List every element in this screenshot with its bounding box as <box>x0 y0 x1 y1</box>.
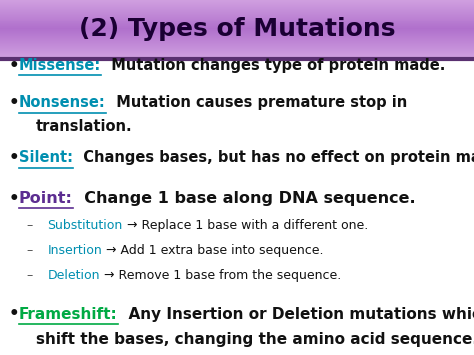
Bar <box>0 6 474 7</box>
Text: •: • <box>9 94 19 112</box>
Text: → Add 1 extra base into sequence.: → Add 1 extra base into sequence. <box>102 244 324 257</box>
Text: Changes bases, but has no effect on protein made.: Changes bases, but has no effect on prot… <box>73 151 474 165</box>
Text: –: – <box>26 219 32 232</box>
Bar <box>0 7 474 8</box>
Bar <box>0 38 474 39</box>
Bar <box>0 9 474 10</box>
Bar <box>0 47 474 48</box>
Bar <box>0 51 474 52</box>
Bar <box>0 52 474 53</box>
Bar <box>0 0 474 1</box>
Bar <box>0 31 474 32</box>
Bar <box>0 56 474 58</box>
Text: •: • <box>9 57 19 75</box>
Bar <box>0 4 474 5</box>
Bar <box>0 24 474 25</box>
Bar <box>0 42 474 43</box>
Bar <box>0 28 474 29</box>
Bar <box>0 25 474 26</box>
Text: Substitution: Substitution <box>47 219 123 232</box>
Bar <box>0 18 474 20</box>
Bar <box>0 40 474 41</box>
Bar <box>0 44 474 45</box>
Text: → Remove 1 base from the sequence.: → Remove 1 base from the sequence. <box>100 269 341 282</box>
Bar <box>0 15 474 16</box>
Bar <box>0 37 474 38</box>
Bar <box>0 33 474 34</box>
Bar <box>0 27 474 28</box>
Bar <box>0 41 474 42</box>
Bar <box>0 49 474 50</box>
Text: Change 1 base along DNA sequence.: Change 1 base along DNA sequence. <box>73 191 415 206</box>
Bar <box>0 1 474 2</box>
Text: Mutation changes type of protein made.: Mutation changes type of protein made. <box>101 58 446 73</box>
Bar <box>0 58 474 59</box>
Bar <box>0 23 474 24</box>
Bar <box>0 12 474 13</box>
Bar <box>0 2 474 3</box>
Bar <box>0 22 474 23</box>
Bar <box>0 10 474 11</box>
Bar <box>0 43 474 44</box>
Bar <box>0 35 474 36</box>
Bar <box>0 3 474 4</box>
Bar <box>0 13 474 15</box>
Bar <box>0 26 474 27</box>
Bar <box>0 20 474 21</box>
Text: Insertion: Insertion <box>47 244 102 257</box>
Text: •: • <box>9 190 19 208</box>
Bar <box>0 46 474 47</box>
Bar <box>0 16 474 17</box>
Bar <box>0 32 474 33</box>
Bar <box>0 36 474 37</box>
Bar <box>0 11 474 12</box>
Text: Missense:: Missense: <box>19 58 101 73</box>
Bar <box>0 5 474 6</box>
Bar <box>0 8 474 9</box>
Text: → Replace 1 base with a different one.: → Replace 1 base with a different one. <box>123 219 368 232</box>
Text: Frameshift:: Frameshift: <box>19 307 118 322</box>
Bar <box>0 17 474 18</box>
Bar <box>0 48 474 49</box>
Text: Silent:: Silent: <box>19 151 73 165</box>
Text: translation.: translation. <box>36 119 132 133</box>
Bar <box>0 30 474 31</box>
Bar <box>0 53 474 54</box>
Bar <box>0 17 474 18</box>
Text: shift the bases, changing the amino acid sequence.: shift the bases, changing the amino acid… <box>36 332 474 346</box>
Text: Nonsense:: Nonsense: <box>19 95 106 110</box>
Bar <box>0 55 474 56</box>
Bar <box>0 39 474 40</box>
Text: •: • <box>9 305 19 323</box>
Bar <box>0 34 474 35</box>
Text: (2) Types of Mutations: (2) Types of Mutations <box>79 17 395 41</box>
Text: Point:: Point: <box>19 191 73 206</box>
Bar <box>0 45 474 46</box>
Text: Deletion: Deletion <box>47 269 100 282</box>
Text: –: – <box>26 269 32 282</box>
Bar <box>0 21 474 22</box>
Text: Mutation causes premature stop in: Mutation causes premature stop in <box>106 95 407 110</box>
Text: –: – <box>26 244 32 257</box>
Bar <box>0 54 474 55</box>
Bar <box>0 50 474 51</box>
Bar <box>0 29 474 30</box>
Text: •: • <box>9 149 19 167</box>
Text: Any Insertion or Deletion mutations which: Any Insertion or Deletion mutations whic… <box>118 307 474 322</box>
